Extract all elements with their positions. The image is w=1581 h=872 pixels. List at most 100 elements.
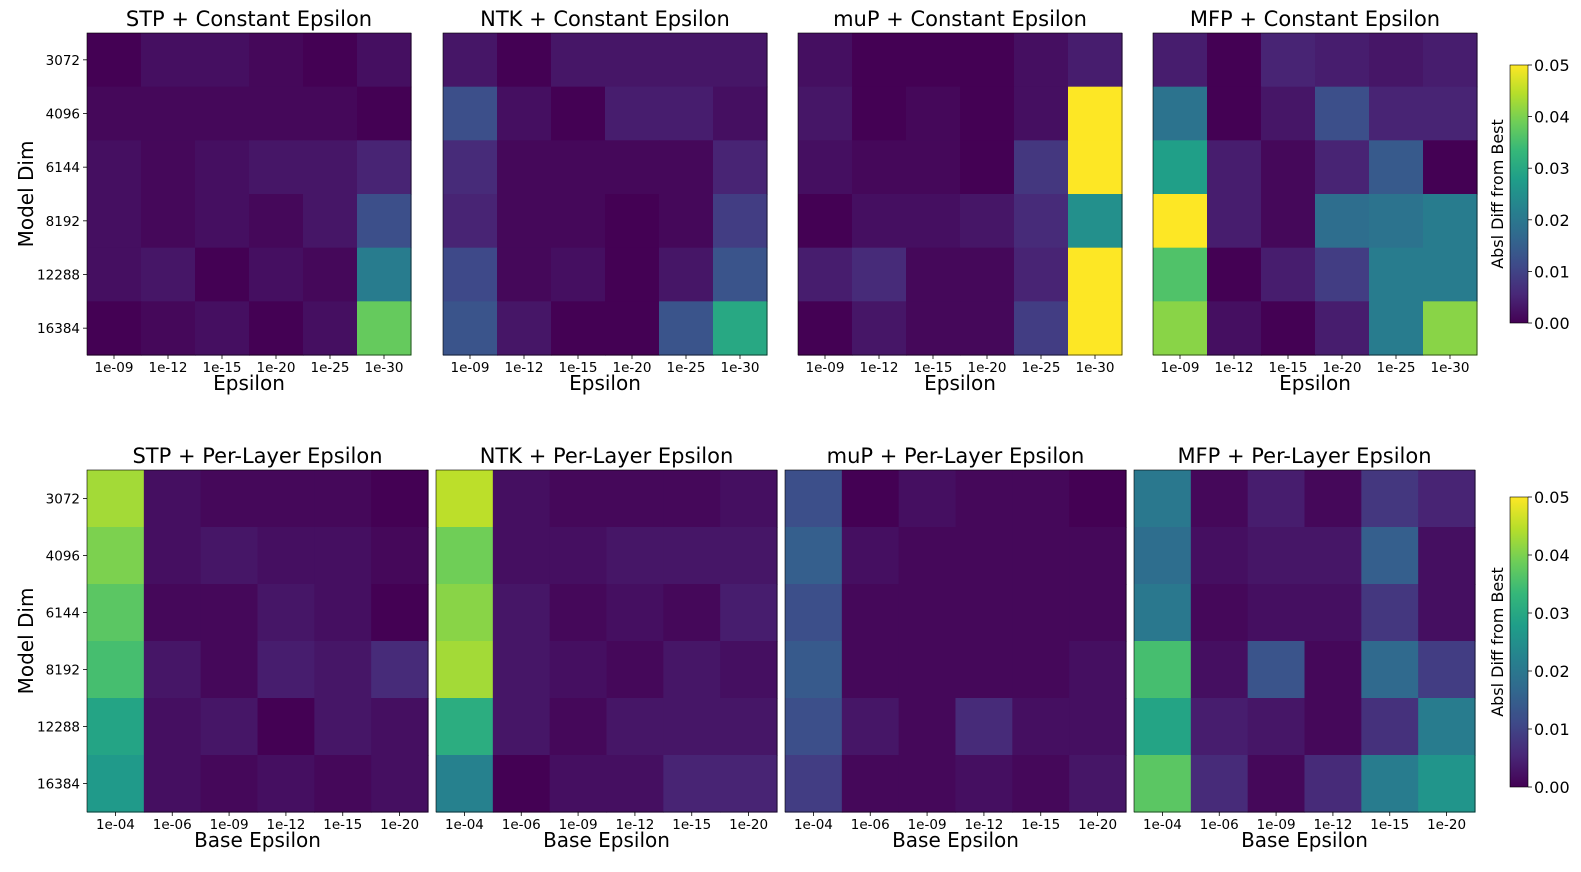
heatmap-cell xyxy=(195,86,250,141)
x-tick-label: 1e-30 xyxy=(1431,360,1470,376)
x-tick-label: 1e-09 xyxy=(451,360,490,376)
x-tick-label: 1e-30 xyxy=(721,360,760,376)
heatmap-cell xyxy=(898,641,957,699)
heatmap-cell xyxy=(195,33,250,88)
heatmap-cell xyxy=(1068,194,1123,249)
heatmap-cell xyxy=(798,194,853,249)
heatmap-cell xyxy=(497,86,552,141)
heatmap-cell xyxy=(960,33,1015,88)
heatmap-panel: NTK + Per-Layer Epsilon 1e-04 1e-06 1e-09 1e… xyxy=(435,444,778,852)
heatmap-cell xyxy=(249,86,304,141)
heatmap-cell xyxy=(898,470,957,528)
y-tick-label: 16384 xyxy=(37,321,80,337)
heatmap-cell xyxy=(659,86,714,141)
colorbar-tick-label: 0.04 xyxy=(1534,108,1570,127)
heatmap-cell xyxy=(549,641,608,699)
heatmap-cell xyxy=(606,527,664,585)
y-tick-label: 8192 xyxy=(46,663,80,679)
x-tick-label: 1e-04 xyxy=(794,817,833,833)
x-tick-label: 1e-25 xyxy=(311,360,350,376)
heatmap-cell xyxy=(314,584,372,642)
panel-title: STP + Constant Epsilon xyxy=(126,7,372,31)
heatmap-cell xyxy=(841,527,900,585)
colorbar-tick-label: 0.03 xyxy=(1534,159,1570,178)
heatmap-cell xyxy=(87,527,145,585)
x-tick-label: 1e-15 xyxy=(1269,360,1308,376)
x-tick-label: 1e-25 xyxy=(1377,360,1416,376)
heatmap-cell xyxy=(1261,140,1316,195)
x-tick-label: 1e-12 xyxy=(266,817,305,833)
y-tick-label: 6144 xyxy=(46,160,80,176)
panel-frame xyxy=(1152,32,1478,356)
x-axis-label: Base Epsilon xyxy=(543,828,670,852)
heatmap-cell xyxy=(659,33,714,88)
heatmap-cell xyxy=(143,641,202,699)
heatmap-cell xyxy=(798,301,853,356)
heatmap-cell xyxy=(357,301,412,356)
heatmap-cell xyxy=(720,584,778,642)
heatmap-cell xyxy=(1134,755,1192,813)
heatmap-cell xyxy=(1207,247,1262,302)
x-axis-label: Epsilon xyxy=(569,371,641,395)
heatmap-cell xyxy=(1304,470,1362,528)
heatmap-cell xyxy=(1247,755,1306,813)
heatmap-cell xyxy=(606,641,664,699)
heatmap-cell xyxy=(314,755,372,813)
heatmap-cell xyxy=(195,194,250,249)
heatmap-cell xyxy=(443,140,498,195)
heatmap-cell xyxy=(141,33,196,88)
x-tick-label: 1e-12 xyxy=(149,360,188,376)
heatmap-cell xyxy=(1069,584,1127,642)
heatmap-cell xyxy=(141,301,196,356)
panel-frame xyxy=(86,32,412,356)
heatmap-cell xyxy=(87,140,142,195)
colorbar-label: Absl Diff from Best xyxy=(1488,567,1507,717)
heatmap-cell xyxy=(1315,33,1370,88)
heatmap-cell xyxy=(713,301,768,356)
heatmap-cell xyxy=(303,194,358,249)
x-tick-label: 1e-20 xyxy=(729,817,768,833)
x-tick-label: 1e-15 xyxy=(914,360,953,376)
heatmap-cell xyxy=(87,247,142,302)
heatmap-cell xyxy=(1012,755,1070,813)
heatmap-cell xyxy=(1261,301,1316,356)
heatmap-cell xyxy=(960,194,1015,249)
x-tick-label: 1e-12 xyxy=(1215,360,1254,376)
heatmap-cell xyxy=(1423,247,1478,302)
heatmap-cell xyxy=(1153,86,1208,141)
heatmap-cell xyxy=(1153,140,1208,195)
x-tick-label: 1e-15 xyxy=(203,360,242,376)
heatmap-panel: NTK + Constant Epsilon 1e-09 1e-12 1e-15 1e-… xyxy=(442,7,768,395)
heatmap-cell xyxy=(1369,86,1424,141)
heatmap-cell xyxy=(1261,86,1316,141)
heatmap-cell xyxy=(713,86,768,141)
heatmap-cell xyxy=(257,641,315,699)
heatmap-cell xyxy=(1423,140,1478,195)
heatmap-cell xyxy=(371,755,429,813)
colorbar-tick-label: 0.01 xyxy=(1534,720,1570,739)
heatmap-cell xyxy=(1369,247,1424,302)
heatmap-cell xyxy=(663,641,721,699)
heatmap-cell xyxy=(960,247,1015,302)
heatmap-cell xyxy=(371,470,429,528)
heatmap-cell xyxy=(87,584,145,642)
heatmap-cell xyxy=(798,140,853,195)
heatmap-cell xyxy=(605,194,660,249)
heatmap-panel: STP + Per-Layer Epsilon 1e-04 1e-06 1e-09 1e… xyxy=(14,444,429,852)
heatmap-cell xyxy=(713,140,768,195)
x-tick-label: 1e-09 xyxy=(559,817,598,833)
heatmap-cell xyxy=(1068,301,1123,356)
heatmap-cell xyxy=(606,698,664,756)
heatmap-cell xyxy=(436,755,494,813)
x-axis-label: Base Epsilon xyxy=(194,828,321,852)
heatmap-cell xyxy=(906,301,961,356)
panel-title: MFP + Constant Epsilon xyxy=(1190,7,1440,31)
heatmap-cell xyxy=(1261,247,1316,302)
heatmap-cell xyxy=(663,527,721,585)
x-tick-label: 1e-15 xyxy=(672,817,711,833)
heatmap-cell xyxy=(551,33,606,88)
heatmap-cell xyxy=(841,641,900,699)
heatmap-cell xyxy=(1247,527,1306,585)
heatmap-cell xyxy=(497,301,552,356)
heatmap-cell xyxy=(195,301,250,356)
